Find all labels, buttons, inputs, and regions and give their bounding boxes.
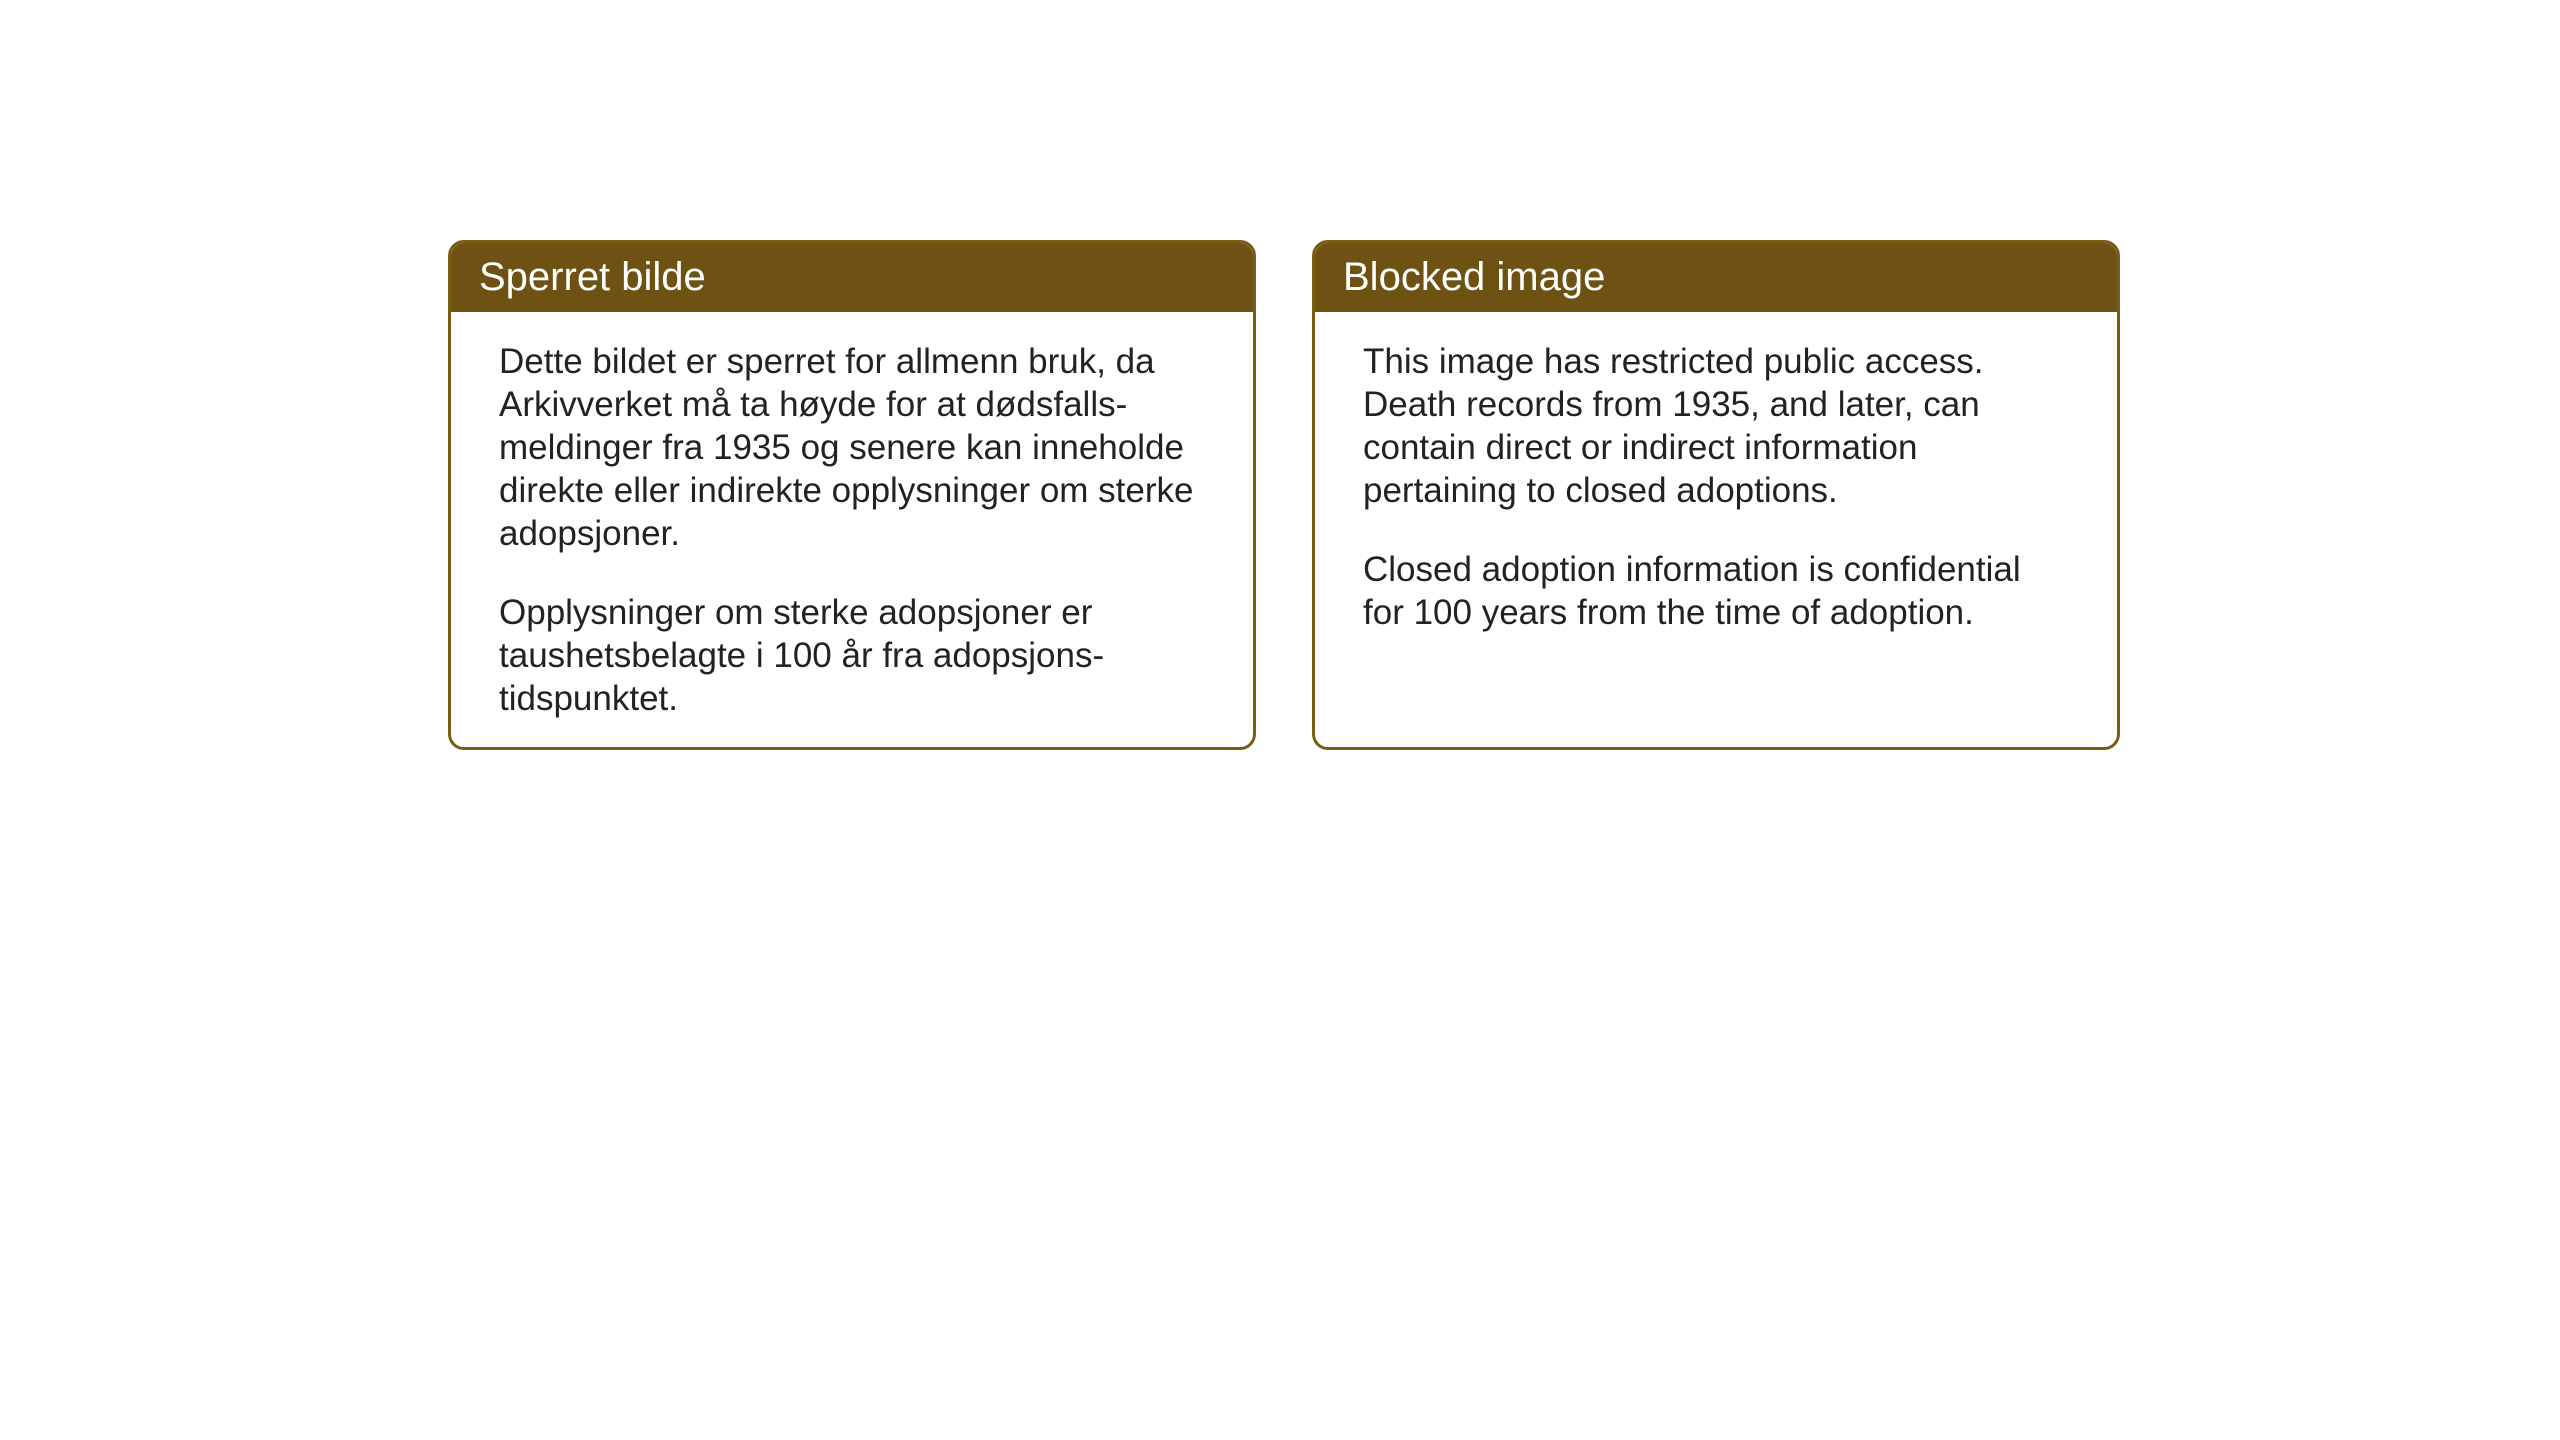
english-card: Blocked image This image has restricted …: [1312, 240, 2120, 750]
norwegian-paragraph-2: Opplysninger om sterke adopsjoner er tau…: [499, 591, 1205, 720]
cards-container: Sperret bilde Dette bildet er sperret fo…: [448, 240, 2120, 750]
english-paragraph-1: This image has restricted public access.…: [1363, 340, 2069, 512]
norwegian-card-body: Dette bildet er sperret for allmenn bruk…: [451, 312, 1253, 750]
english-card-title: Blocked image: [1315, 243, 2117, 312]
english-card-body: This image has restricted public access.…: [1315, 312, 2117, 682]
english-paragraph-2: Closed adoption information is confident…: [1363, 548, 2069, 634]
norwegian-card: Sperret bilde Dette bildet er sperret fo…: [448, 240, 1256, 750]
norwegian-paragraph-1: Dette bildet er sperret for allmenn bruk…: [499, 340, 1205, 555]
norwegian-card-title: Sperret bilde: [451, 243, 1253, 312]
